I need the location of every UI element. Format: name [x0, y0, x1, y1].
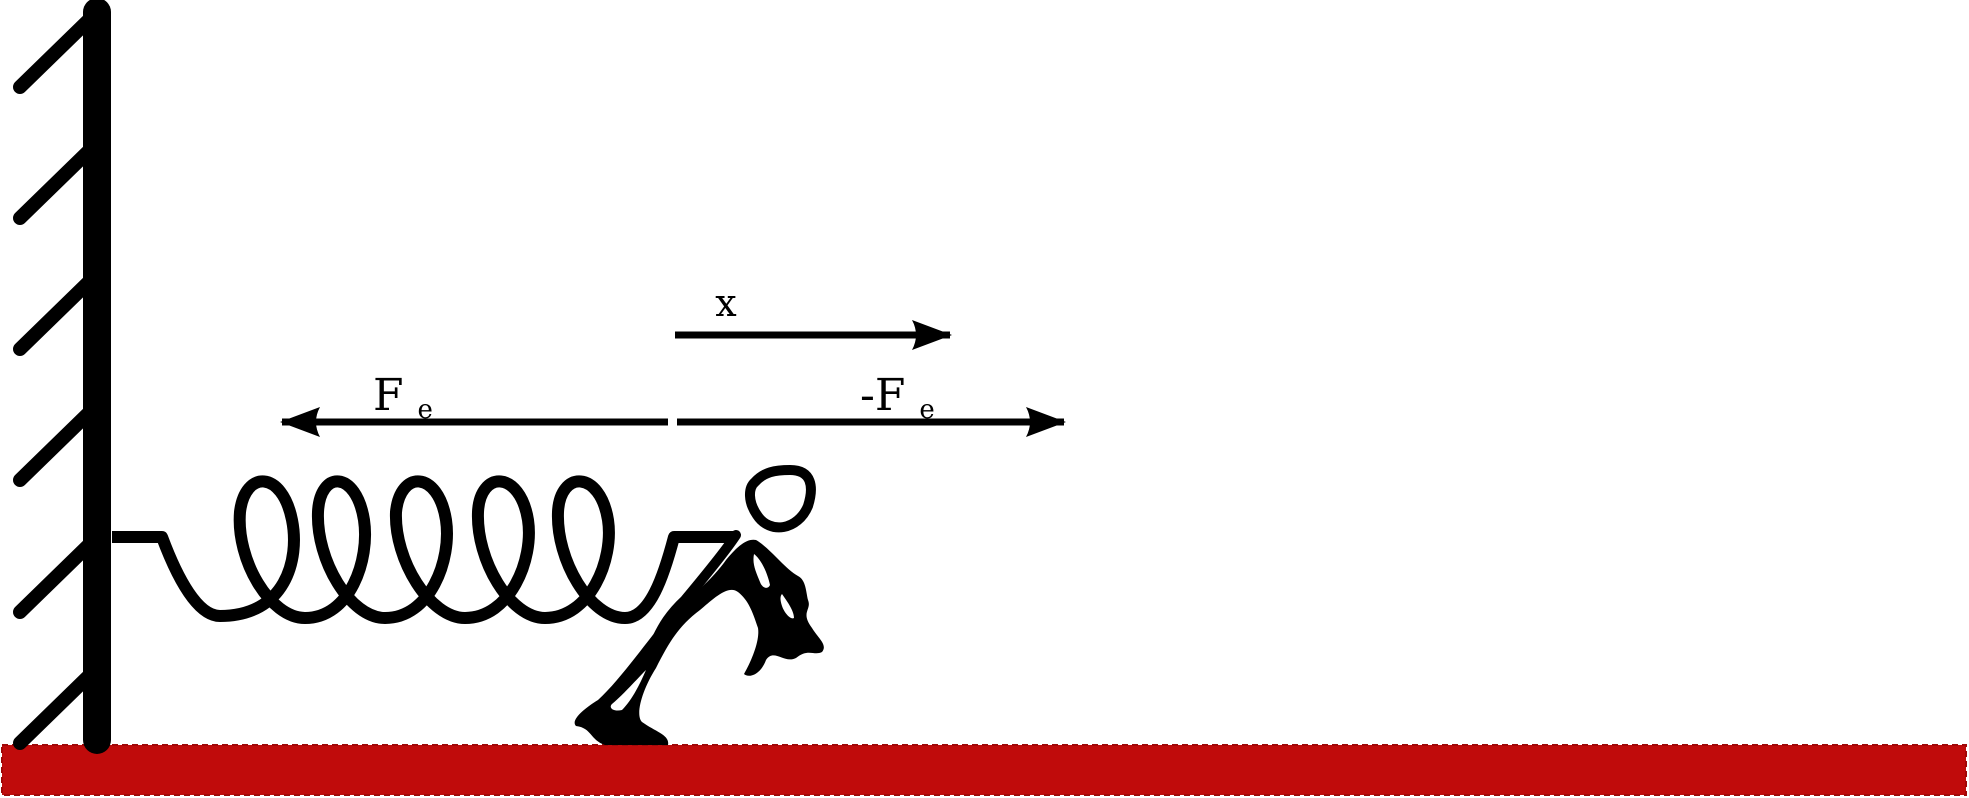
spring-coil: [112, 481, 733, 618]
floor: [2, 745, 1966, 795]
applied-force-subscript: e: [919, 395, 934, 425]
applied-force-symbol: -F: [860, 370, 905, 421]
displacement-label: x: [715, 281, 736, 325]
wall: [20, 12, 97, 743]
person-head: [750, 470, 811, 527]
applied-force-label: -F e: [860, 370, 935, 425]
spring-force-label: F e: [373, 370, 433, 425]
person-body: [575, 540, 824, 745]
spring-force-symbol: F: [373, 370, 404, 421]
spring-force-subscript: e: [418, 395, 433, 425]
spring: [112, 481, 733, 618]
